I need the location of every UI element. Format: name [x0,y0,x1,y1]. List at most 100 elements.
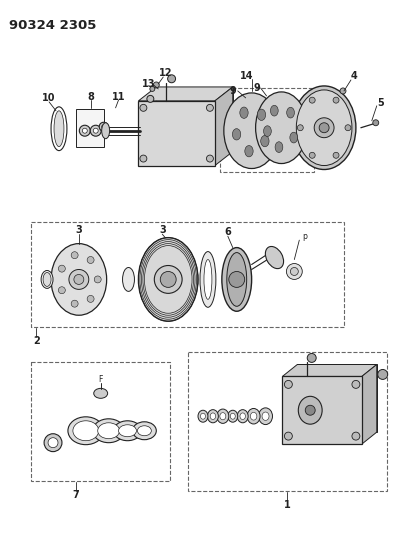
Ellipse shape [247,408,260,424]
Ellipse shape [240,413,245,419]
Circle shape [153,82,159,88]
Ellipse shape [292,86,356,169]
Text: 13: 13 [142,79,155,89]
Polygon shape [138,87,233,101]
Bar [282,376,362,444]
Circle shape [340,88,346,94]
Text: 6: 6 [224,227,231,237]
Ellipse shape [114,421,141,441]
Text: F: F [99,375,103,384]
Ellipse shape [245,146,253,157]
Ellipse shape [271,106,278,116]
Ellipse shape [198,410,208,422]
Circle shape [206,155,213,162]
Circle shape [284,432,292,440]
Circle shape [229,271,245,287]
Ellipse shape [261,135,269,147]
Circle shape [69,270,89,289]
Ellipse shape [265,246,284,269]
Ellipse shape [298,397,322,424]
Ellipse shape [207,410,218,423]
Circle shape [309,97,315,103]
Circle shape [345,125,351,131]
Circle shape [352,381,360,389]
Text: 3: 3 [75,225,82,235]
Ellipse shape [286,107,294,118]
Circle shape [82,128,87,133]
Ellipse shape [217,409,229,423]
Ellipse shape [230,413,235,419]
Circle shape [319,123,329,133]
Ellipse shape [93,419,124,443]
Circle shape [79,125,90,136]
Circle shape [102,125,106,129]
Ellipse shape [275,142,283,152]
Bar [156,87,233,151]
Bar [31,361,170,481]
Circle shape [71,252,78,259]
Circle shape [307,353,316,362]
Bar [188,352,387,491]
Ellipse shape [200,413,205,419]
Circle shape [286,263,302,279]
Ellipse shape [200,252,216,308]
Circle shape [71,300,78,307]
Circle shape [154,265,182,293]
Ellipse shape [51,244,107,315]
Ellipse shape [102,123,110,139]
Text: 2: 2 [33,336,40,345]
Ellipse shape [137,426,151,435]
Circle shape [44,434,62,451]
Polygon shape [215,87,233,166]
Circle shape [87,256,94,263]
Circle shape [333,97,339,103]
Circle shape [168,75,176,83]
Ellipse shape [222,248,252,311]
Text: 3: 3 [159,225,166,235]
Bar [297,365,377,432]
Ellipse shape [210,413,215,419]
Text: 9: 9 [253,83,260,93]
Ellipse shape [227,253,247,306]
Ellipse shape [132,422,156,440]
Ellipse shape [68,417,104,445]
Text: 11: 11 [112,92,125,102]
Polygon shape [282,365,377,376]
Text: 4: 4 [351,71,357,81]
Ellipse shape [220,413,226,420]
Circle shape [147,95,154,102]
Ellipse shape [43,272,51,286]
Text: 9: 9 [229,86,236,96]
Circle shape [87,295,94,302]
Ellipse shape [204,260,212,300]
Circle shape [314,118,334,138]
Circle shape [58,265,65,272]
Text: p: p [302,232,307,241]
Polygon shape [362,365,377,444]
Circle shape [150,86,155,92]
Text: 14: 14 [240,71,253,81]
Circle shape [93,128,98,133]
Ellipse shape [259,408,273,425]
Text: 5: 5 [377,98,384,108]
Ellipse shape [41,270,53,288]
Circle shape [48,438,58,448]
Circle shape [140,155,147,162]
Ellipse shape [228,410,238,422]
Circle shape [297,125,303,131]
Ellipse shape [51,107,67,151]
Ellipse shape [138,238,198,321]
Ellipse shape [237,410,248,423]
Ellipse shape [256,92,307,164]
Ellipse shape [54,111,64,147]
Circle shape [378,369,388,379]
Ellipse shape [262,412,269,421]
Circle shape [352,432,360,440]
Bar [31,222,344,327]
Ellipse shape [98,423,120,439]
Bar [220,88,314,173]
Ellipse shape [264,126,271,136]
Text: 7: 7 [73,490,79,500]
Text: 10: 10 [42,93,56,103]
Text: 12: 12 [158,68,172,78]
